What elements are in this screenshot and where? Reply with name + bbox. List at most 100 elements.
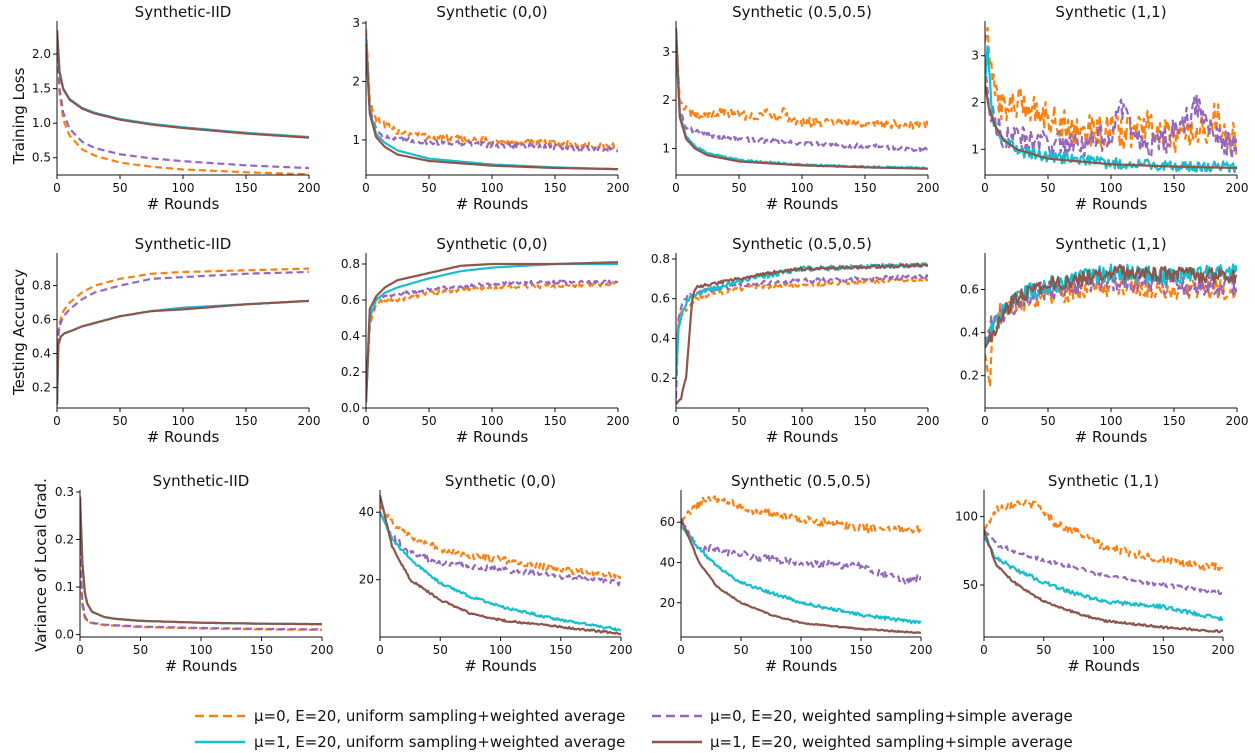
series-line-s4 bbox=[366, 261, 618, 403]
series-line-s4 bbox=[676, 262, 928, 405]
series-line-s2 bbox=[676, 37, 928, 153]
x-tick-label: 100 bbox=[190, 643, 213, 657]
x-tick-label: 50 bbox=[433, 643, 448, 657]
x-tick-label: 150 bbox=[544, 181, 567, 195]
y-tick-label: 1.5 bbox=[32, 82, 51, 96]
y-tick-label: 0.8 bbox=[341, 257, 360, 271]
series-line-s2 bbox=[57, 33, 309, 170]
row-ylabel-training-loss: Training Loss bbox=[10, 67, 28, 165]
series-group bbox=[676, 27, 928, 170]
x-tick-label: 0 bbox=[672, 181, 680, 195]
series-group bbox=[985, 26, 1237, 174]
series-group bbox=[380, 495, 621, 636]
series-line-s4 bbox=[985, 264, 1237, 349]
y-tick-label: 3 bbox=[971, 49, 979, 63]
series-line-s3 bbox=[80, 496, 322, 626]
series-line-s4 bbox=[985, 83, 1237, 170]
series-line-s4 bbox=[57, 29, 309, 139]
y-tick-label: 2 bbox=[352, 74, 360, 88]
x-axis-label: # Rounds bbox=[1075, 428, 1148, 446]
panel-r0-c1: Synthetic (0,0) 0 50 100 150 200 1 2 3 # Rounds bbox=[352, 3, 629, 213]
series-line-s2 bbox=[985, 64, 1237, 160]
x-tick-label: 200 bbox=[311, 643, 334, 657]
panel-r0-c0: Synthetic-IID 0 50 100 150 200 0.5 1.0 1.5 2.0 # R… bbox=[32, 3, 321, 213]
panel-title: Synthetic (0.5,0.5) bbox=[731, 472, 871, 490]
x-tick-label: 100 bbox=[790, 643, 813, 657]
x-tick-label: 50 bbox=[421, 414, 436, 428]
y-tick-label: 0.4 bbox=[960, 326, 979, 340]
series-line-s3 bbox=[984, 536, 1223, 622]
y-tick-label: 0.2 bbox=[32, 381, 51, 395]
x-tick-label: 150 bbox=[544, 414, 567, 428]
y-tick-label: 40 bbox=[359, 505, 374, 519]
y-tick-label: 0.6 bbox=[32, 313, 51, 327]
y-tick-label: 0.1 bbox=[55, 580, 74, 594]
x-tick-label: 0 bbox=[53, 181, 61, 195]
series-group bbox=[984, 499, 1223, 634]
row-ylabel-variance-local-grad: Variance of Local Grad. bbox=[32, 478, 50, 652]
panel-title: Synthetic-IID bbox=[135, 235, 232, 253]
x-tick-label: 50 bbox=[1036, 643, 1051, 657]
x-tick-label: 100 bbox=[791, 181, 814, 195]
y-tick-label: 40 bbox=[660, 555, 675, 569]
series-line-s4 bbox=[380, 495, 621, 636]
series-line-s1 bbox=[681, 495, 921, 536]
x-tick-label: 200 bbox=[298, 181, 321, 195]
panel-r0-c2: Synthetic (0.5,0.5) 0 50 100 150 200 1 2 3 # Roun… bbox=[662, 3, 939, 213]
y-tick-label: 0.2 bbox=[341, 365, 360, 379]
x-tick-label: 0 bbox=[76, 643, 84, 657]
panel-r2-c0: Synthetic-IID 0 50 100 150 200 0.0 0.1 0.2 0.3 # R… bbox=[55, 472, 334, 675]
legend-label-s3: μ=1, E=20, uniform sampling+weighted ave… bbox=[254, 733, 625, 751]
x-tick-label: 50 bbox=[112, 414, 127, 428]
legend: μ=0, E=20, uniform sampling+weighted ave… bbox=[195, 707, 1073, 751]
series-group bbox=[366, 28, 618, 171]
x-tick-label: 50 bbox=[133, 643, 148, 657]
y-tick-label: 20 bbox=[359, 573, 374, 587]
y-tick-label: 0.2 bbox=[651, 371, 670, 385]
legend-entry-s2: μ=0, E=20, weighted sampling+simple aver… bbox=[652, 707, 1073, 725]
x-tick-label: 50 bbox=[731, 181, 746, 195]
series-line-s1 bbox=[57, 267, 309, 346]
panel-title: Synthetic (0,0) bbox=[436, 3, 547, 21]
y-tick-label: 0.3 bbox=[55, 485, 74, 499]
panel-r2-c1: Synthetic (0,0) 0 50 100 150 200 20 40 # Rounds bbox=[359, 472, 633, 675]
series-line-s2 bbox=[681, 521, 921, 586]
panel-title: Synthetic (1,1) bbox=[1055, 3, 1166, 21]
x-tick-label: 50 bbox=[733, 643, 748, 657]
x-tick-label: 50 bbox=[421, 181, 436, 195]
series-line-s2 bbox=[366, 279, 618, 400]
x-axis-label: # Rounds bbox=[456, 428, 529, 446]
x-tick-label: 200 bbox=[917, 181, 940, 195]
x-tick-label: 50 bbox=[1040, 181, 1055, 195]
row-labels: Training Loss Testing Accuracy Variance … bbox=[10, 67, 50, 651]
series-line-s2 bbox=[984, 529, 1223, 596]
x-tick-label: 50 bbox=[112, 181, 127, 195]
series-line-s1 bbox=[984, 499, 1223, 572]
x-tick-label: 150 bbox=[235, 181, 258, 195]
x-tick-label: 0 bbox=[980, 643, 988, 657]
x-tick-label: 200 bbox=[1226, 414, 1249, 428]
x-axis-label: # Rounds bbox=[165, 657, 238, 675]
series-line-s4 bbox=[681, 517, 921, 635]
panel-title: Synthetic (0,0) bbox=[436, 235, 547, 253]
x-axis-label: # Rounds bbox=[1067, 657, 1140, 675]
x-tick-label: 200 bbox=[298, 414, 321, 428]
series-group bbox=[681, 495, 921, 635]
x-tick-label: 200 bbox=[1226, 181, 1249, 195]
y-tick-label: 0.4 bbox=[651, 331, 670, 345]
series-line-s4 bbox=[984, 529, 1223, 634]
x-axis-label: # Rounds bbox=[147, 428, 220, 446]
series-line-s4 bbox=[57, 299, 309, 405]
panel-r1-c1: Synthetic (0,0) 0 50 100 150 200 0.0 0.2 0.4 0.6 0… bbox=[341, 235, 630, 446]
x-tick-label: 150 bbox=[1163, 414, 1186, 428]
y-tick-label: 0.4 bbox=[341, 329, 360, 343]
series-line-s2 bbox=[380, 511, 621, 587]
x-tick-label: 0 bbox=[981, 181, 989, 195]
x-tick-label: 150 bbox=[854, 181, 877, 195]
x-tick-label: 0 bbox=[677, 643, 685, 657]
x-tick-label: 200 bbox=[917, 414, 940, 428]
x-tick-label: 200 bbox=[1212, 643, 1235, 657]
